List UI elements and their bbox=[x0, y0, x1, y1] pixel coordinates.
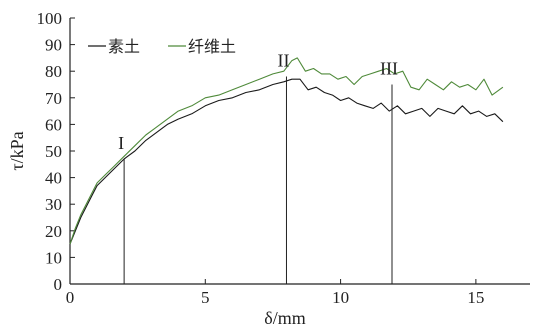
y-tick-label: 0 bbox=[54, 275, 63, 294]
y-tick-label: 10 bbox=[45, 248, 62, 267]
x-axis-label: δ/mm bbox=[264, 308, 305, 327]
y-tick-label: 90 bbox=[45, 36, 62, 55]
y-tick-label: 30 bbox=[45, 195, 62, 214]
x-tick-label: 10 bbox=[332, 288, 349, 307]
y-tick-label: 20 bbox=[45, 222, 62, 241]
x-tick-label: 5 bbox=[201, 288, 210, 307]
y-axis-label: τ/kPa bbox=[7, 131, 27, 170]
x-tick-label: 0 bbox=[66, 288, 75, 307]
stage-marker-label: III bbox=[380, 59, 398, 79]
y-tick-label: 100 bbox=[37, 9, 63, 28]
legend: 素土 纤维土 bbox=[88, 37, 236, 56]
stage-marker-label: I bbox=[118, 133, 124, 153]
y-tick-label: 50 bbox=[45, 142, 62, 161]
y-tick-label: 70 bbox=[45, 89, 62, 108]
stage-marker-label: II bbox=[277, 51, 289, 71]
y-tick-label: 40 bbox=[45, 169, 62, 188]
y-tick-label: 80 bbox=[45, 62, 62, 81]
annotation-layer: III III bbox=[118, 51, 398, 284]
legend-label-soil: 素土 bbox=[108, 37, 140, 56]
legend-label-fiber-soil: 纤维土 bbox=[188, 37, 236, 56]
axes: 0 10 20 30 40 50 60 70 80 90 100 0 5 10 15 bbox=[37, 9, 530, 307]
x-tick-label: 15 bbox=[467, 288, 484, 307]
series-line-fiber-soil bbox=[69, 57, 504, 245]
y-tick-label: 60 bbox=[45, 115, 62, 134]
